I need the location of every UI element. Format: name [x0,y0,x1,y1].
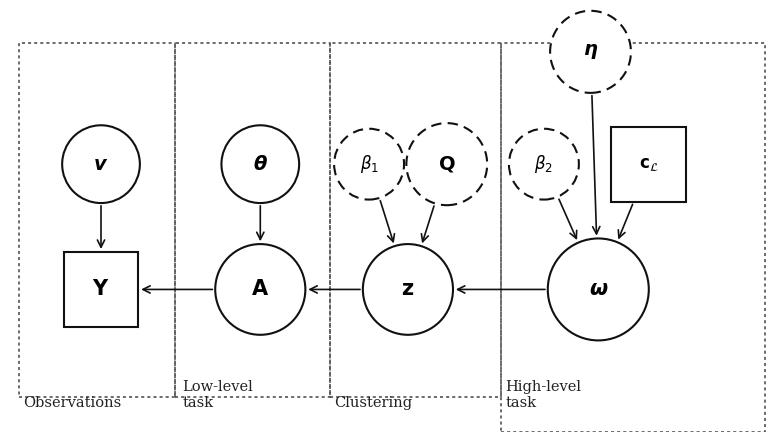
Ellipse shape [548,238,649,340]
Ellipse shape [406,123,487,205]
Ellipse shape [509,129,579,200]
Text: $\boldsymbol{\theta}$: $\boldsymbol{\theta}$ [253,155,268,174]
Ellipse shape [215,244,305,335]
Bar [501,43,765,432]
Text: $\boldsymbol{\omega}$: $\boldsymbol{\omega}$ [589,280,608,299]
Bar [175,43,330,397]
Text: $\beta_1$: $\beta_1$ [360,153,378,175]
Text: High-level
task: High-level task [505,380,581,410]
Ellipse shape [363,244,453,335]
Text: $\mathbf{z}$: $\mathbf{z}$ [402,280,414,299]
Text: $\mathbf{Y}$: $\mathbf{Y}$ [92,280,110,299]
Text: $\mathbf{Q}$: $\mathbf{Q}$ [438,154,455,174]
Bar [19,43,175,397]
Text: $\beta_2$: $\beta_2$ [535,153,553,175]
Ellipse shape [550,11,631,93]
Ellipse shape [221,125,299,203]
Ellipse shape [334,129,404,200]
Text: Low-level
task: Low-level task [183,380,253,410]
Text: $\boldsymbol{\eta}$: $\boldsymbol{\eta}$ [583,42,598,61]
Ellipse shape [62,125,140,203]
FancyBboxPatch shape [64,252,138,327]
Text: $\mathbf{c}_\mathcal{L}$: $\mathbf{c}_\mathcal{L}$ [639,155,659,173]
Text: Clustering: Clustering [334,397,413,410]
FancyBboxPatch shape [611,127,686,202]
Text: $\mathbf{A}$: $\mathbf{A}$ [251,280,270,299]
Bar [330,43,501,397]
Text: $\boldsymbol{v}$: $\boldsymbol{v}$ [93,155,109,174]
Text: Observations: Observations [23,397,121,410]
